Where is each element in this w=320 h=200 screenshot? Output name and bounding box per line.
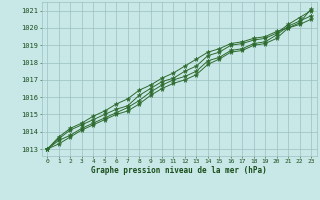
X-axis label: Graphe pression niveau de la mer (hPa): Graphe pression niveau de la mer (hPa) xyxy=(91,166,267,175)
